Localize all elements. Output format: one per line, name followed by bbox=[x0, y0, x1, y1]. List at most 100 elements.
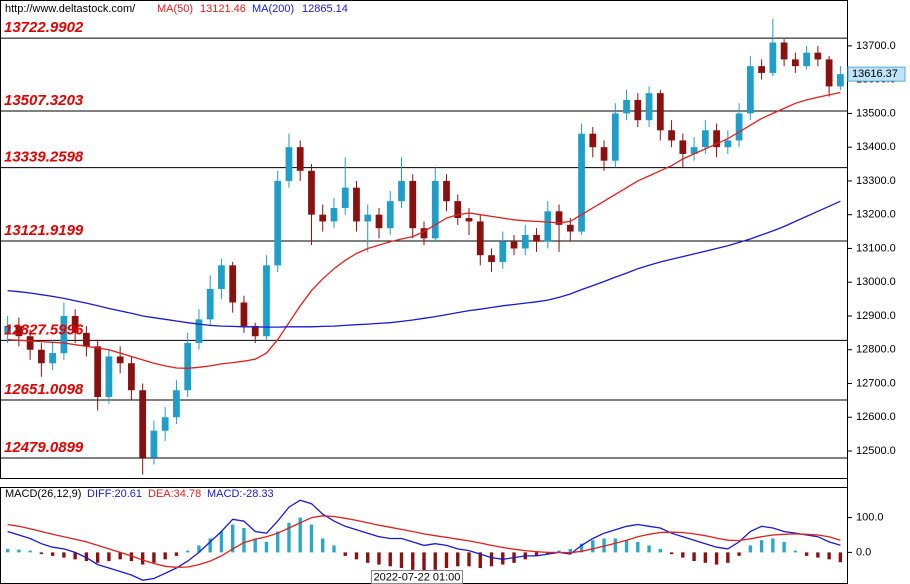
candle-body bbox=[184, 342, 192, 391]
level-label: 13722.9902 bbox=[4, 19, 84, 36]
candle-body bbox=[578, 133, 585, 232]
macd-bar bbox=[17, 549, 21, 553]
candle-body bbox=[364, 214, 372, 222]
macd-bar bbox=[231, 524, 235, 553]
y-tick-label: 13100.0 bbox=[856, 242, 896, 254]
legend-ma200-value: 12865.14 bbox=[302, 3, 348, 15]
candle-body bbox=[296, 147, 304, 171]
candle-body bbox=[4, 326, 12, 333]
macd-bar bbox=[624, 540, 629, 553]
candle-body bbox=[206, 288, 214, 320]
macd-bar bbox=[242, 528, 246, 553]
y-tick-label: 13400.0 bbox=[856, 141, 896, 153]
macd-bar bbox=[309, 524, 314, 553]
macd-bar bbox=[647, 545, 651, 553]
candle-body bbox=[308, 170, 315, 215]
macd-bar bbox=[73, 552, 77, 560]
candle-body bbox=[83, 332, 90, 347]
legend-ma200: MA(200) bbox=[252, 3, 294, 15]
macd-bar bbox=[793, 550, 798, 553]
macd-bar bbox=[489, 552, 494, 567]
candle-body bbox=[566, 224, 574, 232]
chart-title: http://www.deltastock.com/ bbox=[5, 3, 136, 15]
candle-body bbox=[454, 201, 462, 219]
y-tick-label: 12500.0 bbox=[856, 445, 896, 457]
y-tick-label: 13200.0 bbox=[856, 209, 896, 221]
candle-body bbox=[668, 130, 675, 141]
macd-bar bbox=[759, 540, 764, 553]
candle-body bbox=[476, 221, 484, 256]
macd-bar bbox=[816, 552, 820, 558]
legend-ma50: MA(50) bbox=[157, 3, 193, 15]
macd-bar bbox=[501, 552, 505, 565]
candle-body bbox=[803, 52, 810, 67]
macd-bar bbox=[287, 522, 291, 553]
macd-bar bbox=[557, 550, 561, 553]
macd-bar bbox=[163, 552, 167, 560]
macd-bar bbox=[39, 552, 44, 555]
macd-bar bbox=[478, 552, 482, 569]
candle-body bbox=[195, 319, 203, 343]
level-label: 13507.3203 bbox=[4, 92, 84, 109]
macd-bar bbox=[118, 552, 122, 560]
candle-body bbox=[60, 315, 68, 354]
macd-bar bbox=[298, 517, 302, 553]
legend-dea: DEA:34.78 bbox=[148, 488, 201, 500]
macd-bar bbox=[377, 552, 381, 565]
candle-body bbox=[690, 147, 698, 154]
macd-bar bbox=[422, 552, 426, 572]
candle-body bbox=[499, 241, 507, 262]
candle-body bbox=[240, 302, 248, 327]
y-tick-label: 13000.0 bbox=[856, 276, 896, 288]
macd-bar bbox=[681, 552, 685, 558]
candle-body bbox=[71, 315, 79, 333]
candle-body bbox=[735, 113, 743, 141]
candle-body bbox=[443, 180, 450, 202]
candle-body bbox=[679, 140, 687, 154]
candle-body bbox=[139, 390, 147, 458]
y-tick-label: 100.0 bbox=[856, 511, 884, 523]
candle-body bbox=[398, 180, 405, 202]
y-tick-label: 12800.0 bbox=[856, 344, 896, 356]
macd-bar bbox=[411, 552, 415, 570]
macd-bar bbox=[62, 552, 66, 558]
candle-body bbox=[263, 265, 270, 337]
macd-bar bbox=[253, 538, 257, 553]
level-label: 12651.0098 bbox=[4, 381, 84, 398]
level-label: 13121.9199 bbox=[4, 222, 84, 239]
candle-body bbox=[285, 147, 293, 181]
macd-bar bbox=[669, 552, 674, 555]
candle-body bbox=[533, 234, 540, 242]
macd-title: MACD(26,12,9) bbox=[5, 488, 81, 500]
macd-bar bbox=[534, 552, 539, 556]
price-tag bbox=[847, 66, 906, 82]
candle-body bbox=[814, 52, 822, 60]
candle-body bbox=[319, 214, 327, 222]
macd-bar bbox=[354, 552, 359, 560]
date-cursor-label: 2022-07-22 01:00 bbox=[374, 571, 461, 583]
legend-ma50-value: 13121.46 bbox=[200, 3, 246, 15]
macd-pane bbox=[5, 499, 843, 581]
y-tick-label: 0.0 bbox=[856, 546, 871, 558]
candle-body bbox=[38, 349, 45, 364]
candle-body bbox=[173, 390, 180, 418]
macd-bar bbox=[771, 538, 775, 553]
candle-body bbox=[420, 228, 428, 239]
macd-bar bbox=[444, 552, 449, 569]
macd-bar bbox=[658, 548, 663, 553]
candle-body bbox=[746, 66, 754, 114]
candle-body bbox=[769, 42, 777, 73]
candle-body bbox=[623, 99, 630, 114]
macd-bar bbox=[579, 543, 584, 553]
macd-bar bbox=[692, 552, 696, 562]
level-label: 12827.5996 bbox=[4, 321, 84, 338]
macd-bar bbox=[366, 552, 370, 563]
macd-bar bbox=[332, 545, 336, 553]
candle-body bbox=[825, 59, 833, 87]
macd-bar bbox=[568, 548, 572, 553]
macd-bar bbox=[219, 531, 224, 553]
line bbox=[7, 91, 841, 369]
candle-body bbox=[521, 234, 529, 249]
